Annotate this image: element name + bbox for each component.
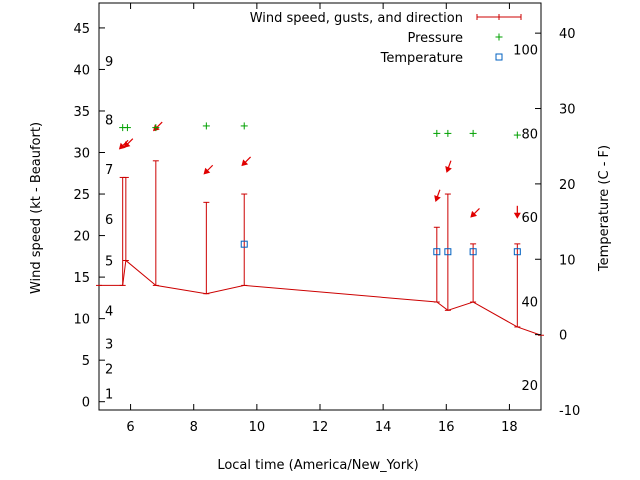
temperature-point [469,248,477,256]
x-tick-label: 8 [190,420,198,435]
y-left-tick-label: 40 [73,63,90,78]
pressure-point [240,122,248,130]
pressure-point [513,131,521,139]
x-tick-label: 14 [375,420,392,435]
wind-direction-arrow [123,138,134,148]
y-axis-label-right: Temperature (C - F) [597,145,612,272]
legend-pressure-symbol [495,33,503,41]
fahrenheit-label: 20 [521,379,538,394]
x-tick-label: 18 [501,420,518,435]
wind-direction-arrow [513,205,521,219]
wind-direction-arrow [445,160,452,173]
y-left-tick-label: 35 [73,105,90,120]
wind-direction-arrow [203,164,214,175]
fahrenheit-label: 80 [521,127,538,142]
beaufort-label: 7 [105,163,113,178]
wind-direction-arrow [434,189,441,202]
y-right-tick-label: 10 [559,253,576,268]
fahrenheit-label: 100 [513,44,538,59]
legend: Wind speed, gusts, and direction Pressur… [250,11,522,66]
temperature-point [433,248,441,256]
y-right-tick-label: 0 [559,329,567,344]
y-left-tick-label: 45 [73,22,90,37]
y-right-tick-label: -10 [559,404,580,419]
beaufort-label: 8 [105,113,113,128]
x-tick-label: 16 [438,420,455,435]
legend-wind-label: Wind speed, gusts, and direction [250,11,463,26]
x-tick-label: 10 [249,420,266,435]
y-left-tick-label: 30 [73,147,90,162]
y-axis-label-left: Wind speed (kt - Beaufort) [29,122,44,294]
beaufort-label: 6 [105,213,113,228]
x-tick-label: 6 [126,420,134,435]
pressure-point [469,129,477,137]
wind-direction-arrow [241,156,252,167]
fahrenheit-label: 40 [521,295,538,310]
beaufort-label: 4 [105,304,113,319]
legend-temperature-label: Temperature [380,51,463,66]
y-right-tick-label: 20 [559,178,576,193]
legend-symbols [476,14,522,61]
beaufort-label: 9 [105,55,113,70]
wind-direction-arrow [470,208,480,218]
fahrenheit-label: 60 [521,211,538,226]
beaufort-label: 2 [105,362,113,377]
legend-pressure-label: Pressure [407,31,463,46]
y-right-tick-label: 40 [559,27,576,42]
pressure-point [433,129,441,137]
axes-layer: 6 8 10 12 14 16 18051015202530354045-100102030… [73,3,580,435]
y-left-tick-label: 15 [73,271,90,286]
y-left-tick-label: 0 [82,396,90,411]
x-tick-label: 12 [312,420,329,435]
beaufort-label: 1 [105,387,113,402]
pressure-point [202,122,210,130]
beaufort-label: 3 [105,338,113,353]
temperature-point [444,248,452,256]
y-left-tick-label: 25 [73,188,90,203]
x-axis-label: Local time (America/New_York) [217,458,418,473]
y-left-tick-label: 10 [73,313,90,328]
data-layer [96,121,544,336]
temperature-point [513,248,521,256]
legend-temperature-symbol [495,53,503,61]
pressure-point [123,124,131,132]
y-right-tick-label: 30 [559,103,576,118]
temperature-point [240,240,248,248]
pressure-point [444,129,452,137]
beaufort-label: 5 [105,254,113,269]
pressure-point [152,124,160,132]
y-left-tick-label: 20 [73,230,90,245]
y-left-tick-label: 5 [82,354,90,369]
